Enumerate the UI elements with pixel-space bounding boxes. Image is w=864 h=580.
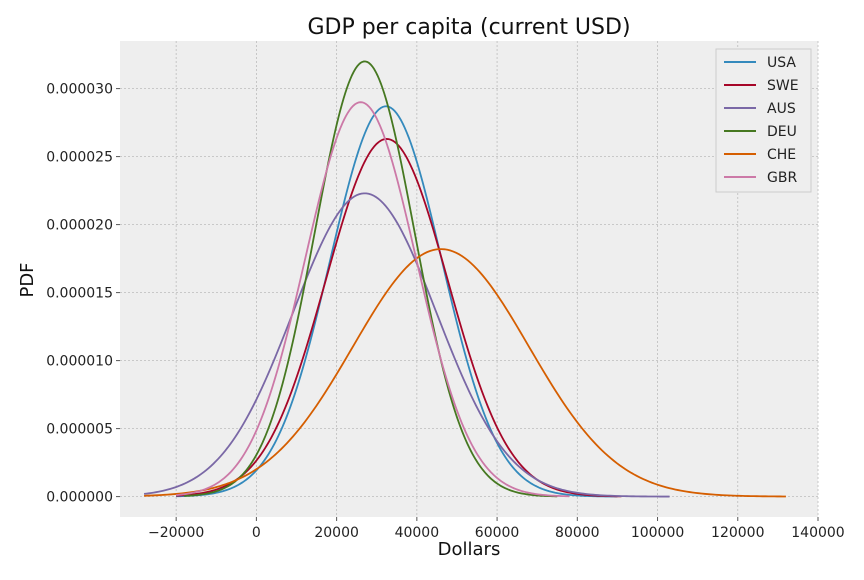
grid [120,41,819,517]
legend-box [715,48,812,193]
legend-label-che: CHE [767,147,796,163]
series-line-usa [176,105,618,498]
x-tick-label: 80000 [555,525,600,541]
x-tick-label: 40000 [395,525,440,541]
x-ticks: −20000 0 20000 40000 60000 80000 100000 120000 1… [148,517,845,541]
x-tick-label: −20000 [148,525,204,541]
series-line-gbr [176,101,570,498]
series-lines [143,60,786,498]
legend-label-gbr: GBR [767,170,797,186]
x-tick-label: 120000 [711,525,764,541]
chart-title: GDP per capita (current USD) [307,15,630,40]
x-tick-label: 20000 [314,525,359,541]
series-line-aus [143,192,670,498]
y-tick-label: 0.000025 [46,150,113,166]
series-line-deu [184,60,558,498]
y-tick-label: 0.000000 [46,490,113,506]
legend-label-swe: SWE [767,78,799,94]
y-tick-label: 0.000010 [46,354,113,370]
x-tick-label: 140000 [791,525,844,541]
legend: USA SWE AUS DEU CHE GBR [715,48,812,193]
y-tick-label: 0.000005 [46,422,113,438]
y-tick-label: 0.000020 [46,218,113,234]
y-axis-label: PDF [17,262,38,297]
y-tick-label: 0.000015 [46,286,113,302]
legend-label-usa: USA [767,55,796,71]
x-tick-label: 0 [252,525,261,541]
x-tick-label: 100000 [631,525,684,541]
legend-label-aus: AUS [767,101,796,117]
x-axis-label: Dollars [438,539,501,560]
y-tick-label: 0.000030 [46,82,113,98]
legend-label-deu: DEU [767,124,797,140]
y-ticks: 0.000000 0.000005 0.000010 0.000015 0.000020… [46,82,120,506]
x-tick-label: 60000 [475,525,520,541]
series-line-che [144,248,786,498]
